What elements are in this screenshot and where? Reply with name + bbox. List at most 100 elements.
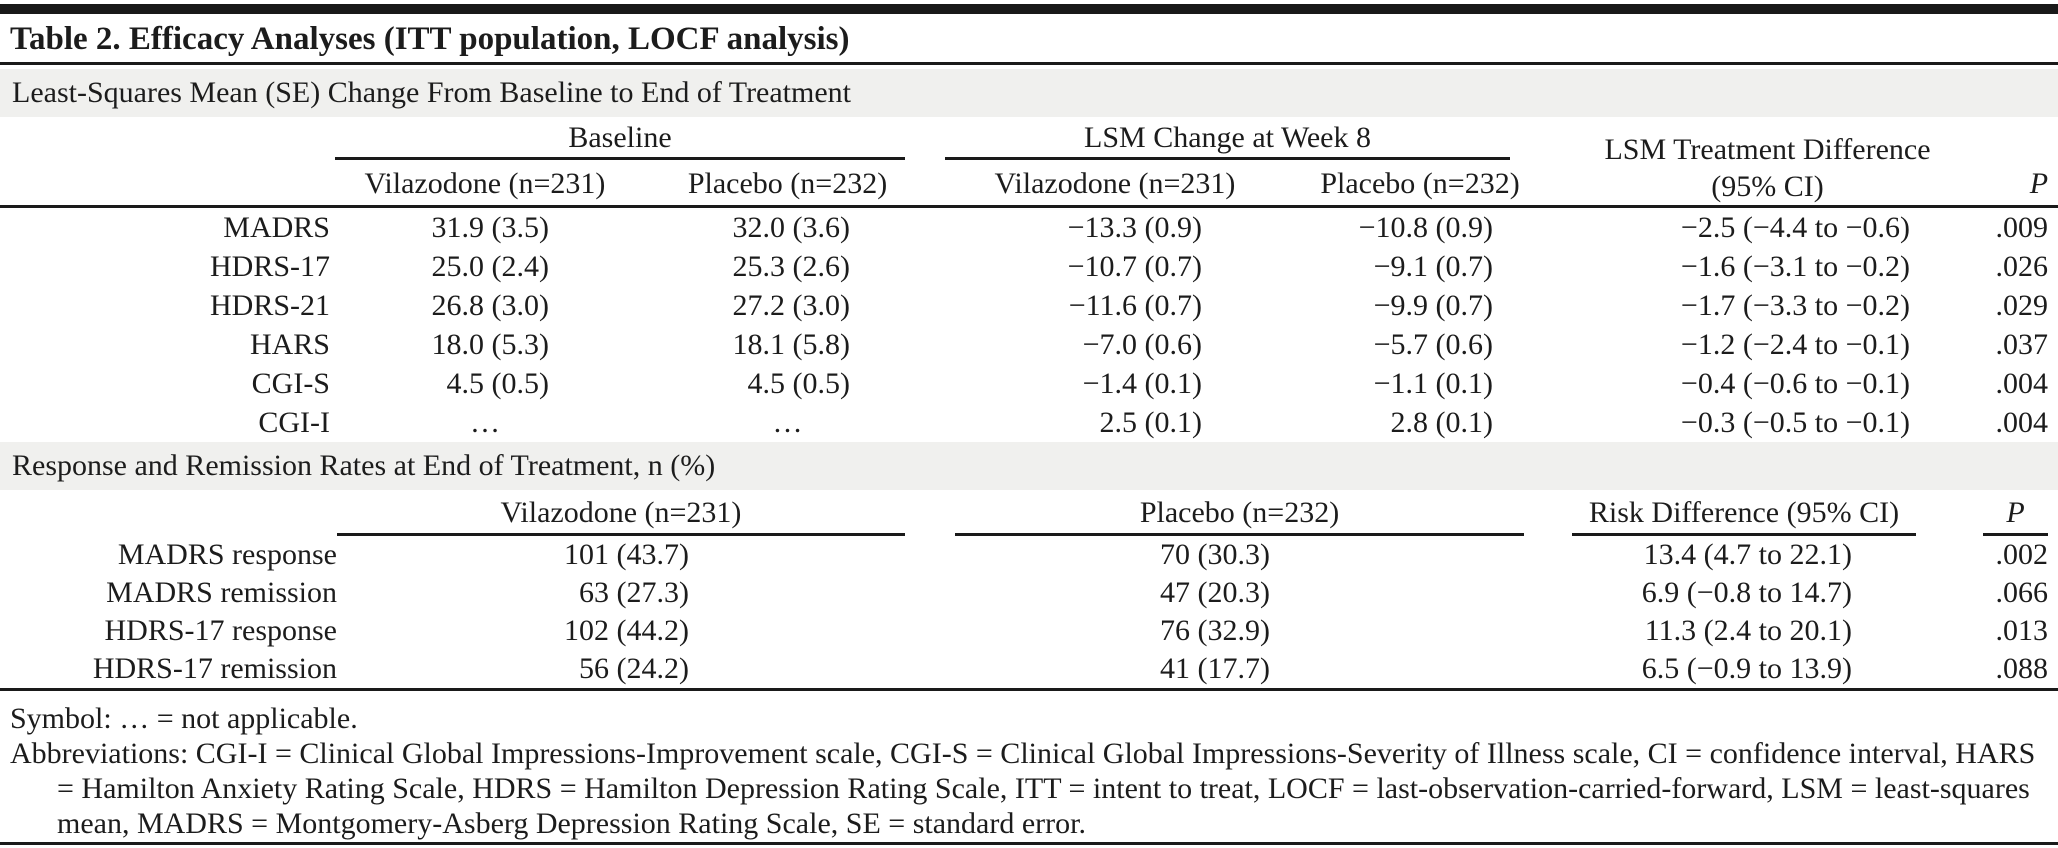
table-row: CGI-I … … 2.5 (0.1) 2.8 (0.1) −0.3 (−0.5… [10,403,2048,442]
empty-header-cell [10,490,337,536]
cell-baseline-placebo: 4.5 (0.5) [747,366,850,400]
body-footnote-rule [0,688,2058,691]
table-row: HARS 18.0 (5.3) 18.1 (5.8) −7.0 (0.6) −5… [10,325,2048,364]
cell-treatment-difference: −1.2 (−2.4 to −0.1) [1680,327,1910,361]
cell-baseline-vilazodone: 18.0 (5.3) [431,327,549,361]
row-label: HDRS-17 remission [92,652,337,685]
cell-change-vilazodone: −11.6 (0.7) [1068,288,1202,322]
row-label: HDRS-17 response [104,614,338,647]
cell-baseline-placebo: 32.0 (3.6) [732,210,850,244]
cell-vilazodone: 101 (43.7) [564,538,689,571]
response-remission-table: Vilazodone (n=231) Placebo (n=232) Risk … [10,490,2048,688]
row-label: MADRS remission [106,576,337,609]
column-header-baseline-group: Baseline [330,117,935,160]
table-row: MADRS remission 63 (27.3) 47 (20.3) 6.9 … [10,574,2048,612]
cell-risk-difference: 11.3 (2.4 to 20.1) [1644,614,1852,647]
table-row: CGI-S 4.5 (0.5) 4.5 (0.5) −1.4 (0.1) −1.… [10,364,2048,403]
cell-change-placebo: −5.7 (0.6) [1373,327,1493,361]
cell-placebo: 47 (20.3) [1160,576,1270,609]
cell-placebo: 70 (30.3) [1160,538,1270,571]
bottom-rule [0,842,2058,845]
row-label: MADRS [223,210,330,244]
title-rule [0,62,2058,65]
lsm-table-header: Baseline LSM Change at Week 8 LSM Treatm… [10,117,2048,205]
cell-vilazodone: 63 (27.3) [579,576,689,609]
cell-baseline-vilazodone: … [470,405,500,439]
treatment-difference-line2: (95% CI) [1711,170,1824,203]
column-header-p-value: P [1936,490,2048,536]
cell-vilazodone: 102 (44.2) [564,614,689,647]
treatment-difference-line1: LSM Treatment Difference [1604,133,1931,166]
cell-change-placebo: −9.1 (0.7) [1373,249,1493,283]
cell-p-value: .002 [1995,538,2049,571]
sub-header-row: Vilazodone (n=231) Placebo (n=232) Risk … [10,490,2048,536]
table-row: MADRS 31.9 (3.5) 32.0 (3.6) −13.3 (0.9) … [10,208,2048,247]
cell-baseline-placebo: 18.1 (5.8) [732,327,850,361]
row-label: HDRS-21 [209,288,330,322]
cell-risk-difference: 6.9 (−0.8 to 14.7) [1641,576,1852,609]
lsm-change-table-body: MADRS 31.9 (3.5) 32.0 (3.6) −13.3 (0.9) … [10,208,2048,442]
abbreviations-footnote: Abbreviations: CGI-I = Clinical Global I… [10,737,2036,840]
cell-baseline-placebo: … [772,405,803,439]
cell-baseline-vilazodone: 4.5 (0.5) [446,366,549,400]
table-row: HDRS-17 remission 56 (24.2) 41 (17.7) 6.… [10,650,2048,688]
table-title: Table 2. Efficacy Analyses (ITT populati… [10,21,850,57]
cell-p-value: .029 [1995,288,2049,322]
cell-placebo: 41 (17.7) [1160,652,1270,685]
column-header-change-placebo: Placebo (n=232) [1320,167,1520,200]
response-table-header: Vilazodone (n=231) Placebo (n=232) Risk … [10,490,2048,536]
cell-p-value: .037 [1995,327,2049,361]
cell-change-vilazodone: −10.7 (0.7) [1067,249,1202,283]
sub-header-row: Vilazodone (n=231) Placebo (n=232) Vilaz… [10,160,2048,205]
empty-header-cell [10,160,330,205]
cell-p-value: .026 [1995,249,2049,283]
table-row: HDRS-17 response 102 (44.2) 76 (32.9) 11… [10,612,2049,650]
cell-treatment-difference: −1.7 (−3.3 to −0.2) [1680,288,1910,322]
cell-p-value: .009 [1995,210,2049,244]
cell-treatment-difference: −2.5 (−4.4 to −0.6) [1680,210,1910,244]
cell-risk-difference: 6.5 (−0.9 to 13.9) [1641,652,1852,685]
cell-placebo: 76 (32.9) [1160,614,1270,647]
cell-p-value: .066 [1995,576,2049,609]
cell-p-value: .004 [1995,366,2049,400]
cell-p-value: .004 [1995,405,2049,439]
cell-change-vilazodone: 2.5 (0.1) [1099,405,1202,439]
column-header-p-value: P [2029,167,2049,200]
column-header-treatment-difference: LSM Treatment Difference (95% CI) [1545,117,1990,205]
cell-change-placebo: −10.8 (0.9) [1358,210,1493,244]
cell-baseline-placebo: 27.2 (3.0) [732,288,850,322]
column-header-baseline-placebo: Placebo (n=232) [687,167,888,200]
section2-band: Response and Remission Rates at End of T… [0,442,2058,490]
empty-header-cell [10,117,330,160]
column-header-baseline-vilazodone: Vilazodone (n=231) [364,167,606,200]
top-divider-bar [0,4,2058,14]
column-header-risk-difference: Risk Difference (95% CI) [1544,490,1936,536]
cell-change-placebo: −9.9 (0.7) [1373,288,1493,322]
column-header-lsm-change-group: LSM Change at Week 8 [935,117,1545,160]
cell-treatment-difference: −1.6 (−3.1 to −0.2) [1680,249,1910,283]
cell-change-vilazodone: −13.3 (0.9) [1067,210,1202,244]
cell-change-vilazodone: −7.0 (0.6) [1082,327,1202,361]
cell-change-placebo: 2.8 (0.1) [1390,405,1493,439]
cell-p-value: .013 [1995,614,2049,647]
row-label: HARS [249,327,330,361]
row-label: HDRS-17 [209,249,330,283]
cell-p-value: .088 [1995,652,2049,685]
row-label: CGI-S [251,366,330,400]
group-header-row: Baseline LSM Change at Week 8 LSM Treatm… [10,117,2048,203]
column-header-placebo: Placebo (n=232) [915,490,1544,536]
cell-baseline-vilazodone: 31.9 (3.5) [431,210,549,244]
cell-baseline-placebo: 25.3 (2.6) [732,249,850,283]
lsm-change-table: Baseline LSM Change at Week 8 LSM Treatm… [10,117,2048,205]
row-label: CGI-I [258,405,330,439]
header-body-rule [0,205,2058,208]
cell-baseline-vilazodone: 25.0 (2.4) [431,249,549,283]
column-header-change-vilazodone: Vilazodone (n=231) [994,167,1236,200]
table-row: MADRS response 101 (43.7) 70 (30.3) 13.4… [10,536,2048,574]
cell-risk-difference: 13.4 (4.7 to 22.1) [1643,538,1852,571]
cell-treatment-difference: −0.4 (−0.6 to −0.1) [1680,366,1910,400]
section1-band: Least-Squares Mean (SE) Change From Base… [0,69,2058,117]
cell-change-vilazodone: −1.4 (0.1) [1082,366,1202,400]
column-header-vilazodone: Vilazodone (n=231) [337,490,915,536]
